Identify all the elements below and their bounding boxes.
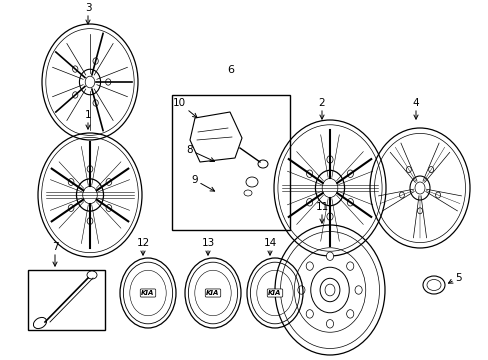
Ellipse shape — [105, 79, 111, 85]
Ellipse shape — [306, 170, 312, 177]
Text: 9: 9 — [191, 175, 214, 191]
Text: KIA: KIA — [141, 290, 154, 296]
Ellipse shape — [346, 170, 353, 177]
Ellipse shape — [417, 208, 422, 214]
Ellipse shape — [72, 66, 78, 72]
Text: 13: 13 — [201, 238, 214, 255]
Text: 10: 10 — [173, 98, 197, 117]
Ellipse shape — [72, 92, 78, 98]
Text: 1: 1 — [84, 110, 91, 129]
Text: KIA: KIA — [206, 290, 219, 296]
Ellipse shape — [258, 160, 267, 168]
Text: 6: 6 — [227, 65, 234, 75]
Ellipse shape — [106, 204, 112, 211]
Text: 11: 11 — [315, 202, 328, 223]
Text: 14: 14 — [263, 238, 276, 255]
Ellipse shape — [406, 167, 410, 172]
Bar — [172, 95, 289, 230]
Ellipse shape — [85, 76, 95, 88]
Text: 5: 5 — [447, 273, 461, 283]
Ellipse shape — [68, 204, 74, 211]
Ellipse shape — [244, 190, 251, 196]
Ellipse shape — [326, 156, 332, 163]
Text: 8: 8 — [186, 145, 214, 162]
Ellipse shape — [297, 286, 305, 294]
Text: KIA: KIA — [268, 290, 281, 296]
Ellipse shape — [82, 186, 97, 204]
Ellipse shape — [93, 100, 98, 106]
Text: 3: 3 — [84, 3, 91, 24]
Text: 2: 2 — [318, 98, 325, 119]
Ellipse shape — [346, 310, 353, 318]
Ellipse shape — [245, 177, 258, 187]
Ellipse shape — [305, 310, 313, 318]
Ellipse shape — [305, 262, 313, 270]
Ellipse shape — [399, 192, 404, 198]
Ellipse shape — [435, 192, 440, 198]
Ellipse shape — [325, 284, 334, 296]
Ellipse shape — [93, 58, 98, 64]
Bar — [28, 270, 105, 330]
Text: 12: 12 — [136, 238, 149, 255]
Ellipse shape — [322, 179, 337, 198]
Ellipse shape — [87, 271, 97, 279]
Ellipse shape — [426, 279, 440, 291]
Ellipse shape — [68, 179, 74, 185]
Text: 7: 7 — [52, 242, 58, 266]
Ellipse shape — [306, 198, 312, 206]
Ellipse shape — [87, 166, 93, 172]
Ellipse shape — [414, 182, 424, 194]
Ellipse shape — [326, 320, 333, 328]
Ellipse shape — [428, 167, 433, 172]
Polygon shape — [190, 112, 242, 162]
Ellipse shape — [326, 252, 333, 260]
Ellipse shape — [33, 318, 46, 329]
Ellipse shape — [354, 286, 362, 294]
Ellipse shape — [106, 179, 112, 185]
Ellipse shape — [422, 276, 444, 294]
Ellipse shape — [346, 198, 353, 206]
Ellipse shape — [87, 218, 93, 224]
Text: 4: 4 — [412, 98, 418, 119]
Ellipse shape — [346, 262, 353, 270]
Ellipse shape — [326, 213, 332, 220]
